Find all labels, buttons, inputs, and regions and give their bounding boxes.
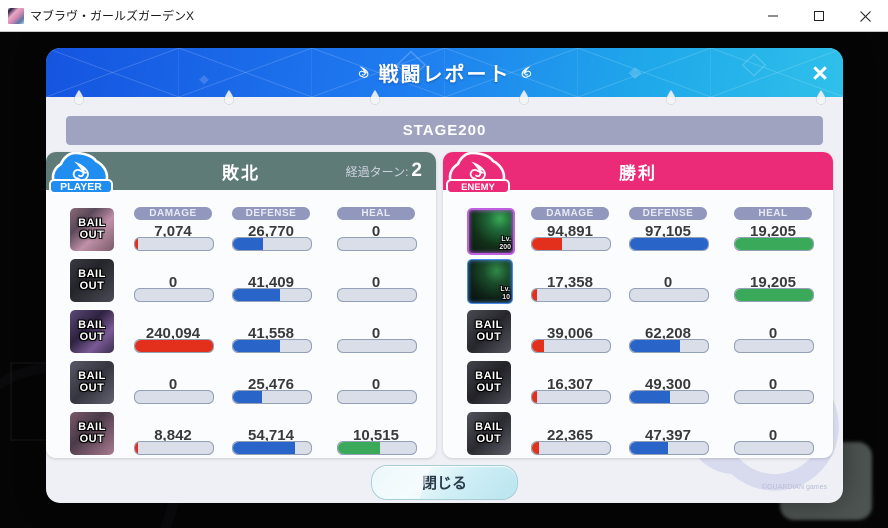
- svg-text:ENEMY: ENEMY: [461, 182, 495, 193]
- svg-text:PLAYER: PLAYER: [60, 181, 102, 193]
